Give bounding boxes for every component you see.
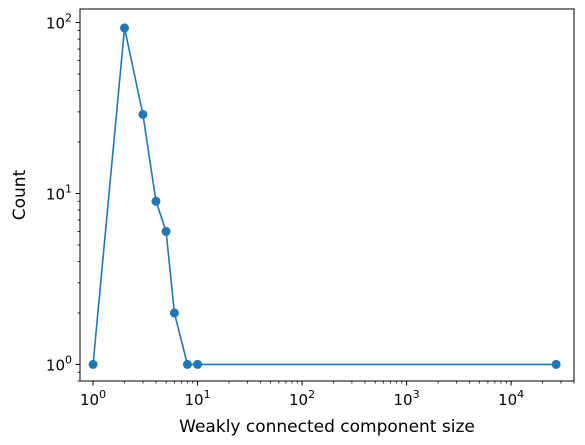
data-point [169, 308, 179, 318]
x-tick-label: 103 [394, 388, 420, 409]
data-point [88, 359, 98, 369]
minor-ticks [77, 29, 575, 384]
x-axis-label: Weakly connected component size [179, 417, 475, 437]
y-tick-label: 100 [46, 353, 72, 374]
data-point [551, 359, 561, 369]
y-tick-labels: 100 101 102 [46, 12, 72, 375]
series-group [88, 23, 561, 369]
y-axis-label: Count [10, 169, 30, 220]
data-point [182, 359, 192, 369]
y-tick-label: 102 [46, 12, 72, 33]
plot-area [79, 8, 575, 382]
data-point [151, 196, 161, 206]
x-tick-label: 102 [289, 388, 315, 409]
x-tick-label: 100 [80, 388, 106, 409]
data-point [161, 226, 171, 236]
y-tick-label: 101 [46, 182, 72, 203]
x-tick-label: 101 [185, 388, 211, 409]
data-point [138, 109, 148, 119]
x-tick-label: 104 [498, 388, 524, 409]
data-point [120, 23, 130, 33]
plot-frame [79, 8, 575, 382]
x-tick-labels: 100 101 102 103 104 [80, 388, 524, 409]
major-ticks [75, 22, 512, 386]
data-point [193, 359, 203, 369]
